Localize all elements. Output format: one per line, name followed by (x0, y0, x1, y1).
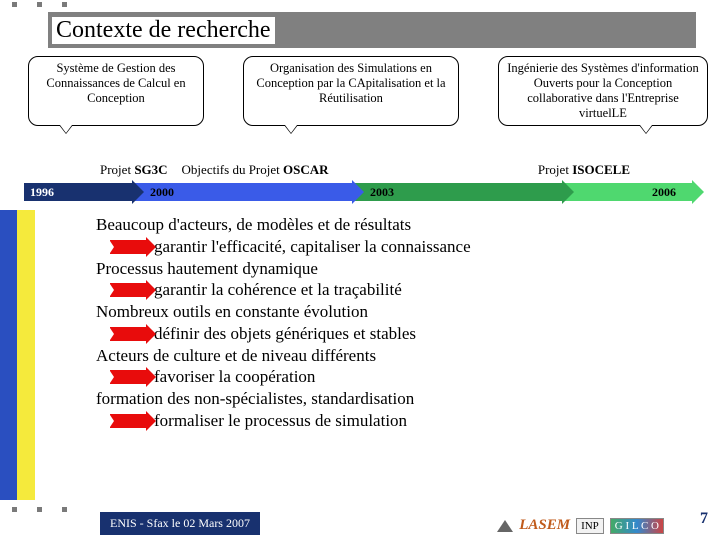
title-bar: Contexte de recherche (48, 12, 696, 48)
projects-row: Projet SG3C Objectifs du Projet OSCAR Pr… (100, 162, 670, 178)
inp-logo: INP (576, 518, 604, 534)
timeline-seg-2003: 2003 (354, 183, 564, 201)
arrow-icon (110, 240, 146, 254)
timeline-seg-1996: 1996 (24, 183, 134, 201)
project-oscar: Objectifs du Projet OSCAR (182, 162, 329, 178)
speech-text: Organisation des Simulations en Concepti… (256, 61, 445, 105)
body-line-arrow: formaliser le processus de simulation (96, 410, 702, 432)
speech-text: Système de Gestion des Connaissances de … (46, 61, 185, 105)
triangle-icon (497, 520, 513, 532)
page-number: 7 (700, 510, 708, 528)
body-line-arrow: favoriser la coopération (96, 366, 702, 388)
lasem-logo: LASEM (519, 517, 570, 534)
speech-isocele: Ingénierie des Systèmes d'information Ou… (498, 56, 708, 126)
arrow-icon (110, 370, 146, 384)
body-line: Beaucoup d'acteurs, de modèles et de rés… (96, 214, 702, 236)
speech-bubbles-row: Système de Gestion des Connaissances de … (28, 56, 708, 126)
speech-oscar: Organisation des Simulations en Concepti… (243, 56, 459, 126)
body-line: formation des non-spécialistes, standard… (96, 388, 702, 410)
arrow-icon (110, 414, 146, 428)
footer-label: ENIS - Sfax le 02 Mars 2007 (100, 512, 260, 535)
body-text: Beaucoup d'acteurs, de modèles et de rés… (96, 214, 702, 432)
body-line-arrow: définir des objets génériques et stables (96, 323, 702, 345)
project-isocele: Projet ISOCELE (538, 162, 630, 178)
footer: ENIS - Sfax le 02 Mars 2007 LASEM INP G … (0, 510, 720, 536)
body-line-arrow: garantir la cohérence et la traçabilité (96, 279, 702, 301)
page-title: Contexte de recherche (52, 17, 275, 44)
body-line: Nombreux outils en constante évolution (96, 301, 702, 323)
timeline-seg-2006: 2006 (564, 183, 694, 201)
footer-logos: LASEM INP G I L C O (497, 517, 664, 534)
timeline-seg-2000: 2000 (134, 183, 354, 201)
side-flag-stripe (0, 210, 52, 500)
decorative-dots-top (0, 2, 67, 7)
body-line-arrow: garantir l'efficacité, capitaliser la co… (96, 236, 702, 258)
speech-sg3c: Système de Gestion des Connaissances de … (28, 56, 204, 126)
project-sg3c: Projet SG3C (100, 162, 168, 178)
body-line: Processus hautement dynamique (96, 258, 702, 280)
arrow-icon (110, 283, 146, 297)
speech-text: Ingénierie des Systèmes d'information Ou… (507, 61, 698, 120)
arrow-icon (110, 327, 146, 341)
body-line: Acteurs de culture et de niveau différen… (96, 345, 702, 367)
gilco-logo: G I L C O (610, 518, 664, 534)
timeline: 1996 2000 2003 2006 (24, 180, 712, 204)
